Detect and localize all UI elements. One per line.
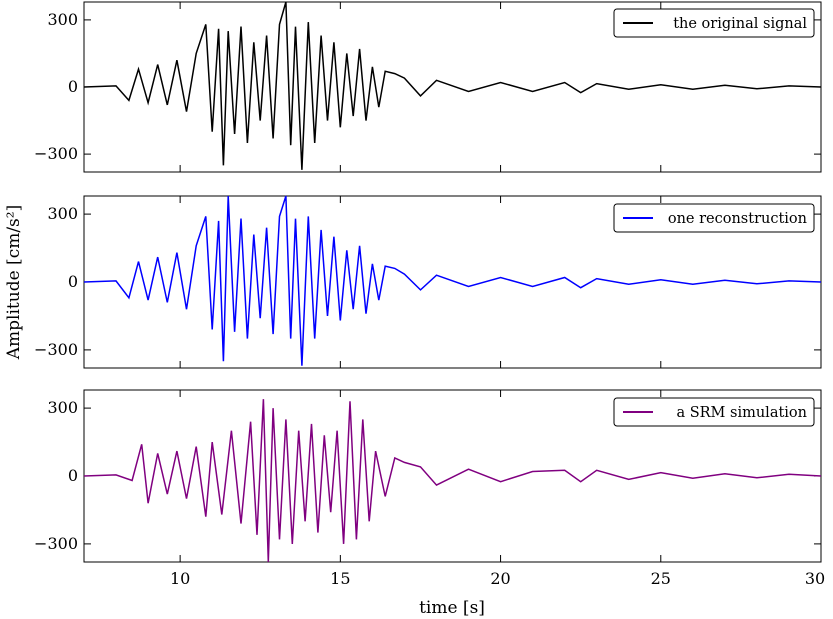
panel-srm-simulation: 300 0 −300 10 15 20 25 30 a SRM simulation <box>34 389 825 588</box>
y-tick-label: −300 <box>34 144 78 163</box>
series-line-srm <box>83 399 822 563</box>
panel-ticks: 300 0 −300 10 15 20 25 30 <box>34 390 825 588</box>
x-tick-label: 10 <box>170 569 190 588</box>
legend-srm: a SRM simulation <box>613 397 815 427</box>
x-tick-label: 15 <box>330 569 350 588</box>
legend-box <box>613 397 815 427</box>
y-tick-label: 0 <box>68 77 78 96</box>
x-axis-title: time [s] <box>419 598 485 618</box>
series-line-original <box>83 1 822 170</box>
panel-original: 300 0 −300 the original signal <box>34 1 822 173</box>
panel-ticks: 300 0 −300 <box>34 196 822 368</box>
legend-label: a SRM simulation <box>676 405 807 421</box>
legend-box <box>613 8 815 38</box>
y-tick-label: 300 <box>47 204 78 223</box>
legend-label: one reconstruction <box>668 211 807 227</box>
x-tick-label: 20 <box>490 569 510 588</box>
panel-reconstruction: 300 0 −300 one reconstruction <box>34 195 822 369</box>
series-line-reconstruction <box>83 195 822 366</box>
y-axis-title: Amplitude [cm/s²] <box>4 205 24 360</box>
legend-label: the original signal <box>673 16 807 32</box>
legend-original: the original signal <box>613 8 815 38</box>
y-tick-label: 300 <box>47 398 78 417</box>
y-tick-label: −300 <box>34 534 78 553</box>
legend-reconstruction: one reconstruction <box>613 203 815 233</box>
y-tick-label: 0 <box>68 466 78 485</box>
y-tick-label: 300 <box>47 10 78 29</box>
y-tick-label: 0 <box>68 272 78 291</box>
legend-box <box>613 203 815 233</box>
x-tick-label: 30 <box>805 569 825 588</box>
x-tick-label: 25 <box>651 569 671 588</box>
y-tick-label: −300 <box>34 340 78 359</box>
